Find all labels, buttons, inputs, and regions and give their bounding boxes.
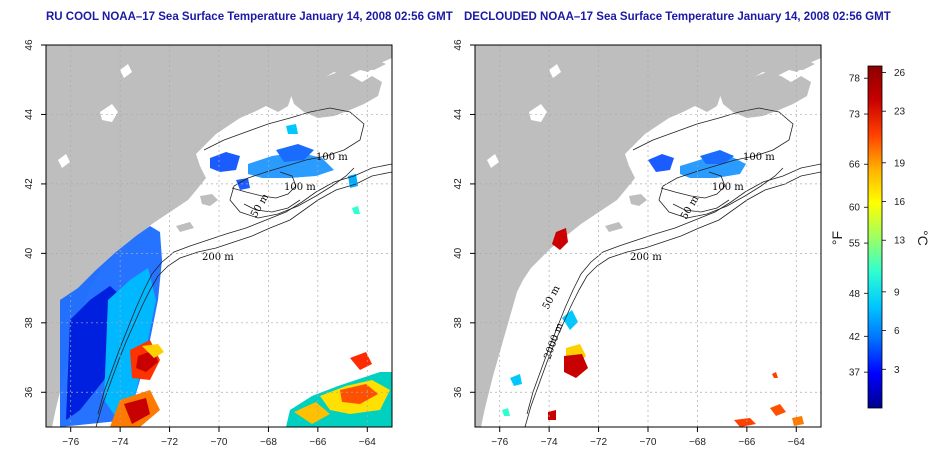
left-x-tick-label: −72: [161, 437, 178, 448]
left-x-tick-label: −68: [260, 437, 277, 448]
left-bathymetry-contours: [95, 107, 392, 427]
right-x-tick-label: −68: [689, 437, 706, 448]
right-x-tick-label: −72: [590, 437, 607, 448]
right-inland-red-patch: [552, 228, 568, 250]
right-y-tick-label: 38: [453, 317, 464, 329]
colorbar-fahrenheit-label: 73: [849, 110, 861, 121]
left-contour-label-100m-south: 100 m: [284, 182, 316, 193]
left-y-tick-label: 42: [24, 178, 35, 190]
colorbar-fahrenheit-label: 55: [849, 239, 861, 250]
right-x-tick-label: −64: [788, 437, 805, 448]
colorbar-celsius-label: 3: [894, 365, 900, 376]
colorbar-celsius-label: 19: [894, 158, 906, 169]
left-x-tick-label: −64: [359, 437, 376, 448]
right-y-tick-label: 40: [453, 247, 464, 259]
left-lakes: [58, 64, 132, 168]
left-sst-patches: [60, 124, 392, 427]
right-land-mass: [475, 45, 821, 427]
left-x-tick-label: −76: [62, 437, 79, 448]
right-axis-ticks: −76 −74 −72 −70 −68 −66 −64 36 38 40 42 44 46: [453, 39, 805, 448]
fahrenheit-unit-label: °F: [829, 231, 845, 245]
colorbar-fahrenheit-label: 66: [849, 160, 861, 171]
left-contour-label-100m-north: 100 m: [316, 152, 348, 163]
left-y-tick-label: 40: [24, 247, 35, 259]
right-cape-cod: [629, 194, 647, 206]
colorbar-fahrenheit-label: 42: [849, 332, 861, 343]
colorbar-celsius-label: 13: [894, 236, 906, 247]
right-y-tick-label: 42: [453, 178, 464, 190]
colorbar-celsius-label: 9: [894, 287, 900, 298]
right-long-island: [605, 222, 623, 232]
colorbar-celsius-label: 16: [894, 197, 906, 208]
celsius-unit-label: °C: [915, 230, 931, 246]
right-x-tick-label: −74: [541, 437, 558, 448]
right-y-tick-label: 36: [453, 386, 464, 398]
left-panel-title: RU COOL NOAA–17 Sea Surface Temperature …: [46, 11, 453, 23]
right-bathymetry-contours: [524, 107, 821, 427]
right-contour-label-100m-north: 100 m: [743, 152, 775, 163]
left-contour-label-200m: 200 m: [202, 252, 234, 263]
left-y-tick-label: 38: [24, 317, 35, 329]
left-map-panel: 100 m 100 m 50 m 200 m −76 −74 −72 −70 −68 −6…: [24, 39, 393, 448]
right-x-tick-label: −66: [738, 437, 755, 448]
right-y-tick-label: 44: [453, 108, 464, 120]
right-contour-label-200m: 200 m: [630, 252, 662, 263]
colorbar-ticks: 26 23 19 16 13 9 6 3 78 73 66 60 55 48 42 37: [849, 68, 906, 379]
left-land-mass: [46, 45, 392, 427]
right-panel-title: DECLOUDED NOAA–17 Sea Surface Temperatur…: [464, 11, 891, 23]
left-long-island: [176, 222, 194, 232]
right-x-tick-label: −76: [491, 437, 508, 448]
right-map-panel: 100 m 100 m 50 m 200 m 50 m 2000 m −76 −7…: [453, 39, 822, 448]
left-y-tick-label: 46: [24, 39, 35, 51]
left-x-tick-label: −66: [309, 437, 326, 448]
left-axis-ticks: −76 −74 −72 −70 −68 −66 −64 36 38 40 42 44 46: [24, 39, 376, 448]
colorbar-celsius-label: 23: [894, 107, 906, 118]
left-grid-lines: [46, 45, 392, 427]
left-y-tick-label: 44: [24, 108, 35, 120]
temperature-colorbar: 26 23 19 16 13 9 6 3 78 73 66 60 55 48 42 37 °F °C: [829, 65, 931, 409]
colorbar-fahrenheit-label: 60: [849, 203, 861, 214]
colorbar-celsius-label: 6: [894, 326, 900, 337]
right-contour-label-100m-south: 100 m: [712, 182, 744, 193]
colorbar-fahrenheit-label: 48: [849, 289, 861, 300]
left-x-tick-label: −70: [211, 437, 228, 448]
colorbar-fahrenheit-label: 78: [849, 74, 861, 85]
right-y-tick-label: 46: [453, 39, 464, 51]
right-grid-lines: [475, 45, 821, 427]
right-lakes: [487, 64, 561, 168]
right-x-tick-label: −70: [640, 437, 657, 448]
colorbar-celsius-label: 26: [894, 68, 906, 79]
left-x-tick-label: −74: [112, 437, 129, 448]
colorbar-fahrenheit-label: 37: [849, 368, 861, 379]
colorbar-bar: [867, 65, 883, 409]
left-cape-cod: [200, 194, 218, 206]
left-y-tick-label: 36: [24, 386, 35, 398]
